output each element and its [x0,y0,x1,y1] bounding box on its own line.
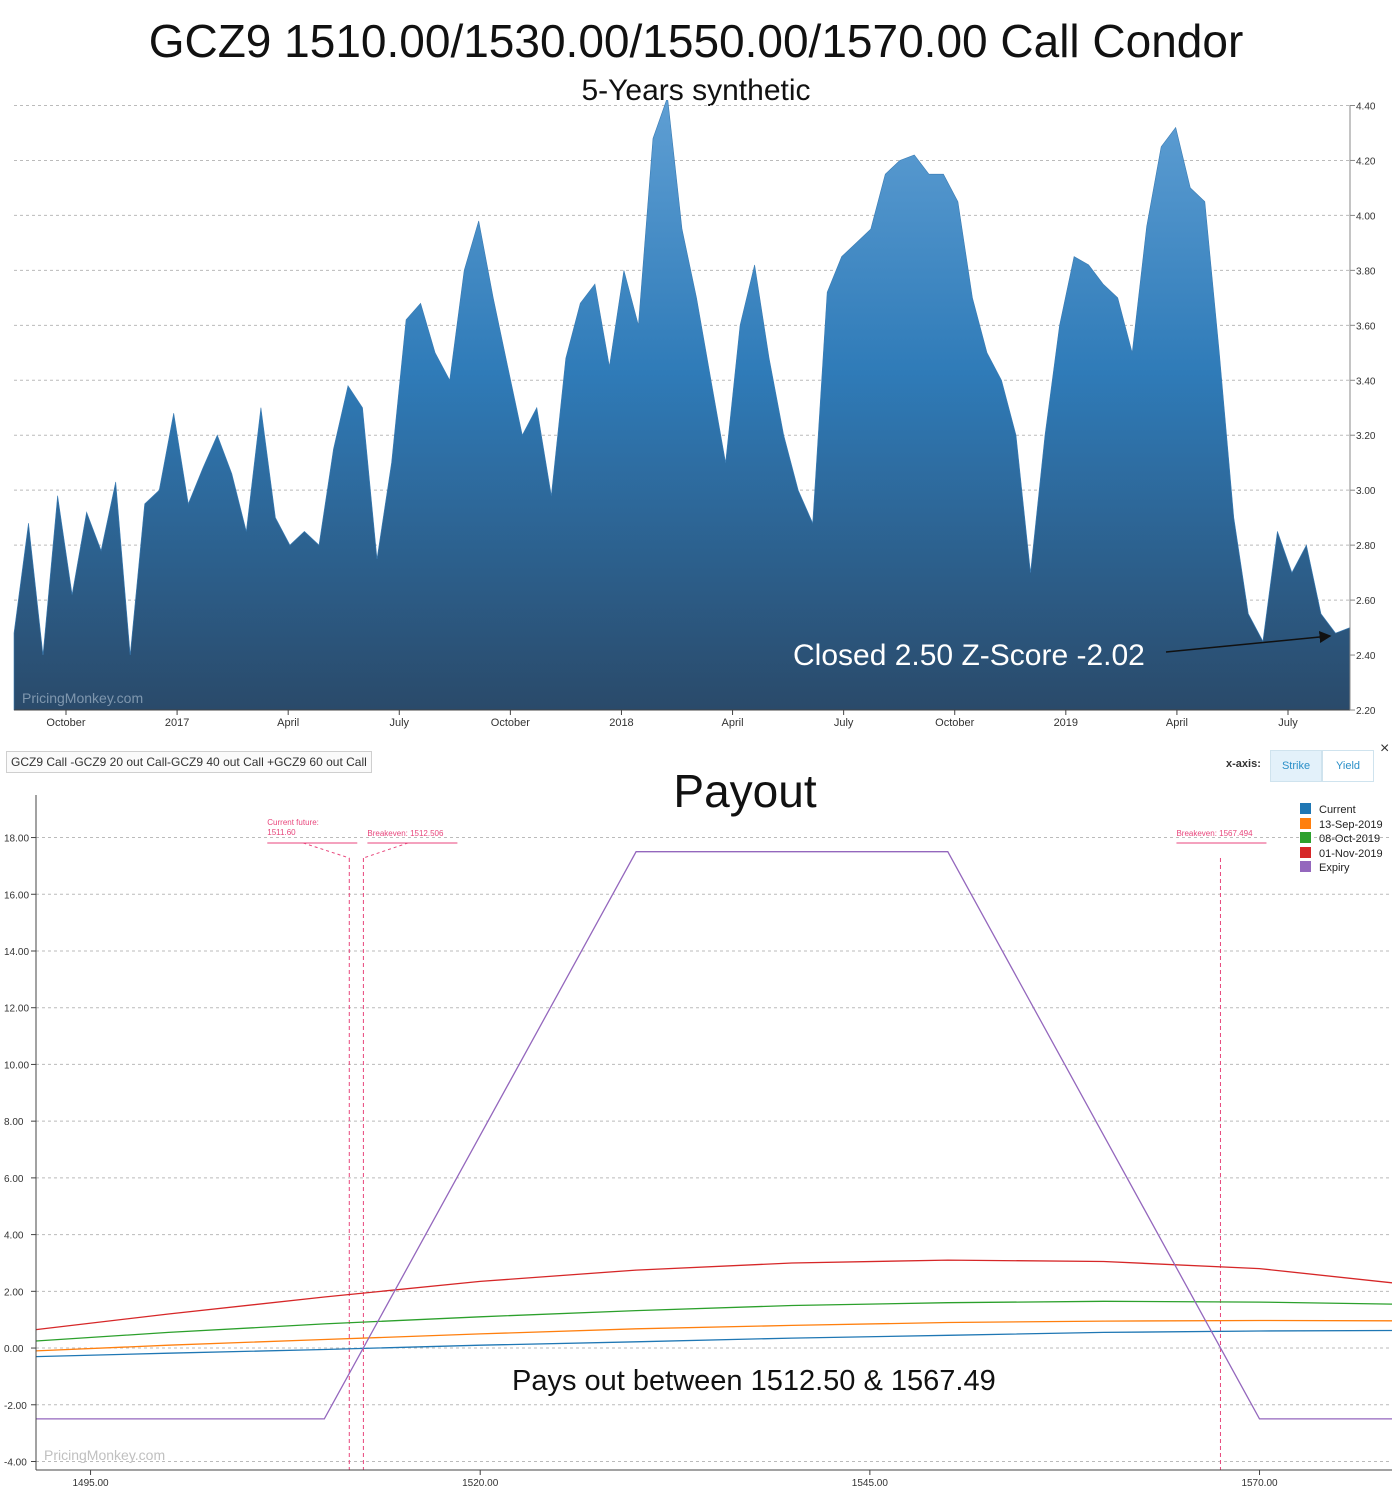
legend-swatch [1300,832,1311,843]
legend-label: Expiry [1319,862,1350,874]
top-x-axis: October 2017 April July October 2018 April July… [46,710,1298,729]
top-y-tick-label: 3.80 [1356,266,1376,277]
yield-toggle-button[interactable]: Yield [1322,750,1374,782]
payout-y-tick-label: 0.00 [4,1344,24,1355]
top-y-tick-label: 3.60 [1356,321,1376,332]
payout-x-tick-label: 1495.00 [72,1478,109,1489]
strategy-label[interactable]: GCZ9 Call -GCZ9 20 out Call-GCZ9 40 out … [6,751,372,773]
legend-item[interactable]: Current [1300,803,1383,818]
payout-gridlines [36,837,1392,1462]
payout-line-13-sep-2019 [35,1319,1392,1352]
payout-legend: Current 13-Sep-2019 08-Oct-2019 01-Nov-2019… [1300,803,1383,876]
top-x-tick-label: October [491,717,530,729]
payout-y-tick-label: 6.00 [4,1174,24,1185]
top-y-tick-label: 2.40 [1356,651,1376,662]
payout-series [35,851,1392,1420]
payout-line-08-oct-2019 [35,1300,1392,1342]
history-area-chart: 2.20 2.40 2.60 2.80 3.00 3.20 3.40 3.60 3.80 4.00… [13,100,1376,729]
payout-y-tick-label: -4.00 [4,1457,27,1468]
payout-y-tick-label: 4.00 [4,1231,24,1242]
top-y-axis: 2.20 2.40 2.60 2.80 3.00 3.20 3.40 3.60 3.80 4.00… [1350,101,1376,717]
marker-label: 1511.60 [267,828,296,837]
top-x-tick-label: April [722,717,744,729]
top-y-tick-label: 3.40 [1356,376,1376,387]
payout-y-tick-label: 16.00 [4,890,29,901]
legend-label: 13-Sep-2019 [1319,818,1383,831]
top-x-tick-label: April [277,717,299,729]
top-y-tick-label: 4.40 [1356,101,1376,112]
payout-y-tick-label: 2.00 [4,1287,24,1298]
legend-item[interactable]: 13-Sep-2019 [1300,817,1383,833]
payout-y-tick-label: 8.00 [4,1117,24,1128]
legend-item[interactable]: 01-Nov-2019 [1300,846,1383,862]
legend-item[interactable]: Expiry [1300,861,1383,876]
top-x-tick-label: July [1278,717,1298,729]
legend-swatch [1300,803,1311,814]
payout-y-tick-label: 10.00 [4,1060,29,1071]
top-y-tick-label: 4.20 [1356,156,1376,167]
top-x-tick-label: 2019 [1054,717,1078,729]
payout-title: Payout [673,765,817,817]
payout-y-axis: -4.00 -2.00 0.00 2.00 4.00 6.00 8.00 10.00 12.00… [4,834,36,1468]
marker-label: Current future: [267,818,319,827]
top-y-tick-label: 2.60 [1356,596,1376,607]
top-x-tick-label: July [834,717,854,729]
payout-y-tick-label: 14.00 [4,947,29,958]
close-annotation: Closed 2.50 Z-Score -2.02 [793,639,1145,672]
legend-swatch [1300,817,1311,829]
payout-line-current [35,1329,1392,1358]
payout-x-axis: 1495.00 1520.00 1545.00 1570.00 [72,1470,1278,1489]
strike-toggle-button[interactable]: Strike [1270,750,1322,782]
payout-y-tick-label: -2.00 [4,1401,27,1412]
history-area-series [13,100,1351,711]
legend-swatch [1300,846,1311,858]
payout-line-01-nov-2019 [35,1259,1392,1331]
top-y-tick-label: 4.00 [1356,211,1376,222]
payout-x-tick-label: 1520.00 [462,1478,499,1489]
payout-markers: Current future:1511.60 Breakeven: 1512.50… [267,818,1267,1470]
top-x-tick-label: July [389,717,409,729]
payout-line-chart: Current future:1511.60 Breakeven: 1512.50… [4,795,1392,1489]
top-y-tick-label: 2.20 [1356,706,1376,717]
marker-connector [363,842,409,859]
top-y-tick-label: 3.00 [1356,486,1376,497]
legend-label: Current [1319,804,1356,816]
close-icon[interactable]: × [1380,740,1390,757]
payout-x-tick-label: 1570.00 [1241,1478,1278,1489]
annotation-arrow [1165,631,1332,653]
top-x-tick-label: 2018 [609,717,633,729]
payout-x-tick-label: 1545.00 [852,1478,889,1489]
legend-label: 08-Oct-2019 [1319,833,1381,845]
payout-annotation: Pays out between 1512.50 & 1567.49 [512,1365,996,1397]
payout-y-tick-label: 18.00 [4,834,29,845]
marker-label: Breakeven: 1567.494 [1176,829,1253,838]
chart-title: GCZ9 1510.00/1530.00/1550.00/1570.00 Cal… [148,15,1244,67]
top-x-tick-label: 2017 [165,717,189,729]
legend-swatch [1300,861,1311,872]
top-x-tick-label: April [1166,717,1188,729]
legend-label: 01-Nov-2019 [1319,847,1383,860]
chart-subtitle: 5-Years synthetic [581,74,811,107]
top-y-tick-label: 2.80 [1356,541,1376,552]
marker-connector [303,842,350,859]
payout-y-tick-label: 12.00 [4,1004,29,1015]
marker-label: Breakeven: 1512.506 [367,829,444,838]
top-watermark: PricingMonkey.com [22,690,143,706]
payout-line-expiry [36,851,1392,1420]
top-x-tick-label: October [46,717,85,729]
legend-item[interactable]: 08-Oct-2019 [1300,832,1383,847]
top-x-tick-label: October [935,717,974,729]
payout-watermark: PricingMonkey.com [44,1447,165,1463]
x-axis-label: x-axis: [1226,758,1261,770]
top-y-tick-label: 3.20 [1356,431,1376,442]
